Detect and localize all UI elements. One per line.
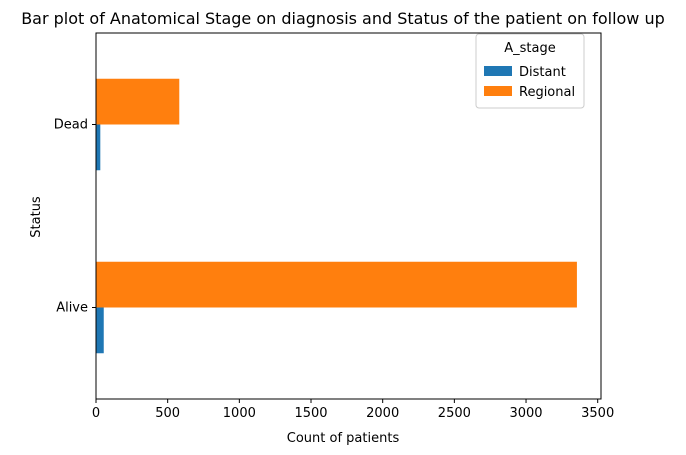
- x-tick-label-3000: 3000: [509, 406, 542, 421]
- chart-title: Bar plot of Anatomical Stage on diagnosi…: [21, 9, 665, 28]
- legend-title: A_stage: [504, 41, 555, 56]
- legend-label-distant: Distant: [519, 65, 566, 80]
- x-tick-label-500: 500: [155, 406, 180, 421]
- x-axis-ticks: 0 500 1000 1500 2000 2500 3000 3500: [92, 399, 614, 421]
- x-tick-label-2500: 2500: [438, 406, 471, 421]
- bar-alive-distant: [96, 307, 104, 354]
- legend-items: Distant Regional: [484, 65, 575, 100]
- legend: A_stage Distant Regional: [475, 33, 585, 109]
- y-axis-label: Status: [29, 196, 44, 238]
- y-tick-label-dead: Dead: [54, 118, 88, 133]
- x-tick-label-0: 0: [92, 406, 100, 421]
- x-tick-label-1500: 1500: [294, 406, 327, 421]
- legend-label-regional: Regional: [519, 85, 575, 100]
- legend-swatch-distant: [484, 66, 512, 76]
- bar-alive-regional: [96, 261, 577, 308]
- legend-swatch-regional: [484, 86, 512, 96]
- bars-group: [96, 78, 577, 354]
- plot-frame: [95, 32, 602, 400]
- y-tick-label-alive: Alive: [56, 301, 88, 316]
- x-axis-label: Count of patients: [287, 431, 400, 446]
- bar-dead-regional: [96, 78, 180, 125]
- x-tick-label-1000: 1000: [223, 406, 256, 421]
- bar-dead-distant: [96, 124, 101, 171]
- x-tick-label-3500: 3500: [581, 406, 614, 421]
- x-tick-label-2000: 2000: [366, 406, 399, 421]
- y-axis-ticks: Alive Dead: [54, 118, 96, 316]
